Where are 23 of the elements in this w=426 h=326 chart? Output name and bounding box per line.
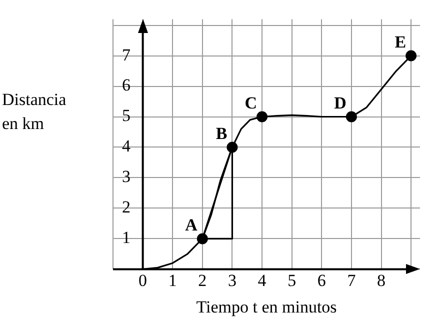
annotation: E [394,32,406,52]
y-tick-label: 1 [122,228,130,248]
y-tick-label: 5 [122,106,130,126]
x-tick-label: 5 [288,270,296,290]
y-tick-label: 7 [122,45,131,64]
y-tick-label: 6 [122,76,130,95]
y-tick-label: 3 [122,167,130,186]
y-tick-label: 4 [122,136,131,156]
x-tick-label: 1 [168,270,177,290]
x-tick-label: 3 [228,270,236,290]
x-tick-label: 6 [317,270,326,290]
x-tick-label: 0 [138,270,148,290]
annotation: D [334,94,346,113]
x-axis-title: Tiempo t en minutos [196,297,337,316]
annotation: B [216,124,228,144]
annotation: C [244,94,258,113]
x-tick-label: 4 [258,270,267,290]
x-tick-label: 2 [198,270,207,290]
y-tick-label: 2 [122,198,130,217]
y-axis-title: Distancia en km [2,89,68,135]
x-tick-label: 7 [347,270,356,290]
x-tick-label: 8 [377,270,386,290]
annotation: A [185,216,198,235]
